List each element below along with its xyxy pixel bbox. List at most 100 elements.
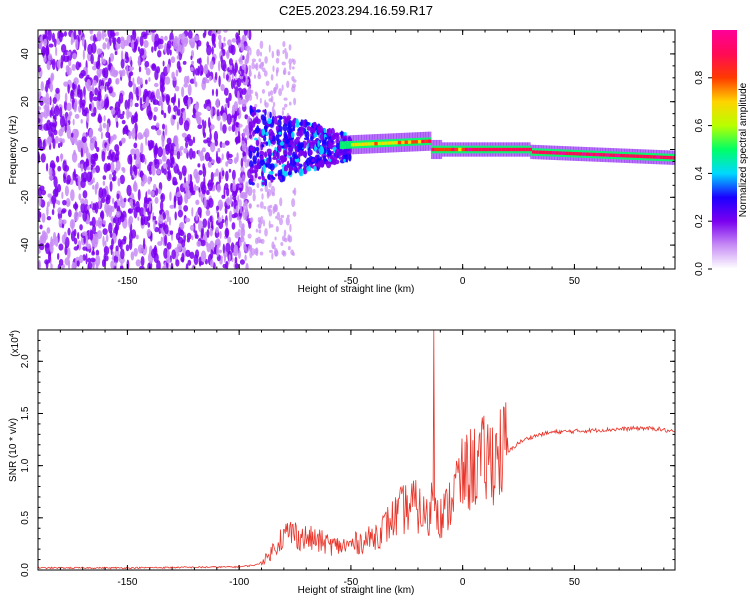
spectrogram-cell [109,135,114,142]
spectrogram-cell [182,182,187,188]
spectrogram-cell [204,63,208,72]
spectrogram-cell [245,181,249,190]
spectrogram-cell [228,254,231,262]
spectrogram-cell [82,171,88,183]
spectrogram-cell [120,38,126,50]
spectrogram-cell [90,164,93,171]
spectrogram-cell [107,162,111,171]
spectrogram-cell [357,142,361,147]
spectrogram-cell [131,127,136,140]
spectrogram-cell [244,68,247,73]
spectrogram-cell [86,243,92,250]
spectrogram-cell [135,234,139,240]
spectrogram-cell [287,150,293,156]
spectrogram-cell [179,221,185,230]
spectrogram-cell [162,60,165,67]
spectrogram-cell [220,59,227,71]
spectrogram-cell [98,48,103,54]
spectrogram-cell [159,209,163,215]
spectrogram-cell [153,44,157,52]
spectrogram-cell [166,241,172,250]
spectrogram-cell [170,262,174,269]
spectrogram-cell [47,251,52,264]
snr-multiplier: (x104) [9,330,21,357]
spectrogram-cell [150,190,155,198]
spectrogram-cell [199,150,204,162]
spectrogram-cell [252,106,257,111]
spectrogram-cell [232,195,237,201]
spectrogram-cell [622,154,626,158]
spectrogram-cell [227,39,232,47]
spectrogram-cell [206,190,210,196]
spectrogram-cell [105,234,109,243]
spectrogram-cell [166,43,171,56]
spectrogram-cell [268,249,273,253]
spectrogram-cell [268,132,273,141]
spectrogram-cell [97,216,103,229]
spectrogram-cell [438,147,442,152]
spectrogram-cell [176,108,181,116]
spectrogram-cell [145,67,151,76]
spectrogram-cell [210,249,214,260]
spectrogram-cell [64,92,68,103]
spectrogram-cell [58,243,64,251]
spectrogram-cell [265,141,269,147]
spectrogram-cell [219,231,222,239]
spectrogram-cell [188,138,194,147]
spectrogram-cell [191,207,194,217]
spectrogram-cell [291,75,295,82]
spectrogram-cell [592,152,596,157]
spectrogram-cell [518,147,522,152]
spectrogram-cell [137,244,144,254]
spectrogram-cell [282,49,285,55]
spectrogram-cell [115,149,120,157]
spectrogram-cell [270,185,276,195]
spectrogram-cell [331,150,334,155]
spectrogram-cell [642,154,646,159]
spectrogram-cell [209,259,214,268]
spectrogram-cell [238,180,244,184]
spectrogram-cell [214,71,218,81]
spectrogram-cell [58,217,63,229]
spectrogram-cell [256,204,260,208]
spectrogram-cell [251,61,255,70]
spectrogram-cell [259,155,264,161]
spectrogram-cell [218,75,221,88]
spectrogram-cell [262,67,266,72]
spectrogram-cell [57,142,61,149]
spectrogram-cell [89,229,94,241]
spectrogram-cell [91,216,96,228]
spectrogram-cell [247,186,253,197]
spectrogram-cell [170,56,176,64]
spectrogram-cell [103,245,110,256]
spectrogram-cell [284,237,288,243]
spectrogram-cell [515,147,519,152]
spectrogram-cell [128,208,132,214]
spectrogram-cell [290,249,294,256]
spectrogram-cell [244,58,249,65]
spectrogram-cell [221,153,224,161]
spectrogram-cell [139,134,144,140]
spectrogram-cell [263,151,268,158]
colorbar-gradient [712,30,737,269]
spectrogram-cell [288,101,292,106]
spectrogram-cell [122,110,125,116]
spectrogram-cell [77,232,80,240]
spectrogram-cell [102,58,106,65]
spectrogram-cell [612,153,616,157]
spectrogram-cell [150,93,153,103]
spectrogram-cell [162,265,166,269]
spectrogram-cell [565,151,569,156]
spectrogram-cell [114,101,120,112]
spectrogram-cell [101,150,106,162]
spectrogram-cell [225,228,229,238]
spectrogram-cell [276,66,280,73]
spectrogram-cell [42,139,46,150]
spectrogram-cell [235,136,239,145]
spectrogram-cell [147,189,151,195]
spectrogram-cell [128,66,135,71]
spectrogram-cell [335,142,341,150]
spectrogram-cell [98,196,101,209]
spectrogram-cell [58,137,63,143]
spectrogram-cell [114,51,118,56]
